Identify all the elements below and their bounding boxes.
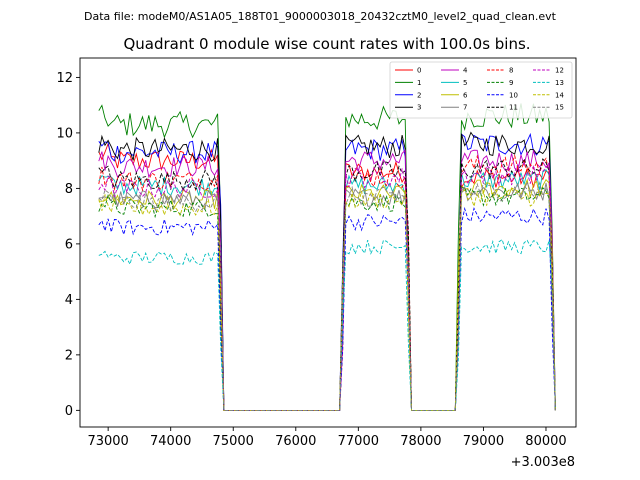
- y-tick-label: 6: [65, 237, 73, 252]
- series-line-12: [98, 163, 556, 411]
- x-axis: 73000 74000 75000 76000 77000 78000 79000 80000: [87, 427, 567, 449]
- x-tick-label: 73000: [87, 434, 128, 449]
- legend-label-0: 0: [417, 67, 421, 75]
- legend-label-15: 15: [555, 104, 564, 112]
- series-line-8: [98, 154, 556, 411]
- series-line-11: [98, 157, 556, 411]
- series-line-10: [98, 206, 556, 411]
- y-tick-label: 12: [56, 71, 73, 86]
- legend-label-1: 1: [417, 79, 421, 87]
- legend-label-9: 9: [509, 79, 513, 87]
- legend-label-12: 12: [555, 67, 564, 75]
- series-line-7: [98, 181, 556, 411]
- x-tick-label: 75000: [213, 434, 254, 449]
- series-line-13: [98, 238, 556, 411]
- plot-area: 73000 74000 75000 76000 77000 78000 79000 80000…: [56, 57, 577, 449]
- series-line-5: [98, 169, 556, 411]
- legend-label-7: 7: [463, 104, 467, 112]
- series-line-14: [98, 188, 556, 411]
- legend-label-11: 11: [509, 104, 518, 112]
- legend-label-2: 2: [417, 91, 421, 99]
- y-tick-label: 10: [56, 126, 73, 141]
- plot-frame: [79, 57, 577, 428]
- x-axis-offset-label: +3.003e8: [511, 455, 575, 470]
- data-file-suptitle: Data file: modeM0/AS1A05_188T01_90000030…: [84, 10, 557, 23]
- legend-label-3: 3: [417, 104, 421, 112]
- legend-label-13: 13: [555, 79, 564, 87]
- legend-box: [389, 61, 573, 119]
- series-line-4: [98, 149, 556, 411]
- series-line-3: [98, 131, 556, 411]
- series-line-0: [98, 142, 556, 411]
- series-lines: [98, 103, 556, 411]
- legend-label-14: 14: [555, 91, 564, 99]
- series-line-15: [98, 181, 556, 411]
- x-tick-label: 77000: [338, 434, 379, 449]
- legend-label-4: 4: [463, 67, 468, 75]
- x-tick-label: 78000: [400, 434, 441, 449]
- x-tick-label: 79000: [463, 434, 504, 449]
- y-tick-label: 8: [65, 182, 73, 197]
- legend-label-6: 6: [463, 91, 468, 99]
- chart-title: Quadrant 0 module wise count rates with …: [123, 35, 530, 53]
- legend-label-5: 5: [463, 79, 467, 87]
- y-tick-label: 4: [65, 293, 73, 308]
- y-tick-label: 2: [65, 348, 73, 363]
- y-tick-label: 0: [65, 404, 73, 419]
- series-line-9: [98, 187, 556, 411]
- series-line-6: [98, 178, 556, 411]
- x-tick-label: 80000: [525, 434, 566, 449]
- x-tick-label: 74000: [150, 434, 191, 449]
- legend-label-8: 8: [509, 67, 513, 75]
- legend-label-10: 10: [509, 91, 518, 99]
- x-tick-label: 76000: [275, 434, 316, 449]
- y-axis: 0 2 4 6 8 10 12: [56, 71, 80, 419]
